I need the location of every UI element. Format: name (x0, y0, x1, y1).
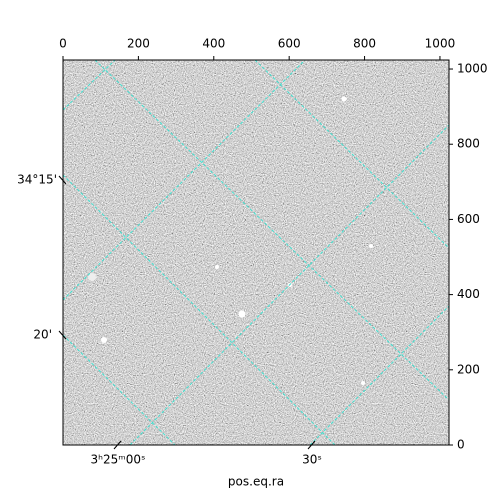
image (63, 60, 449, 445)
y-tick-label: 1000 (457, 62, 488, 76)
left-label: 20' (33, 328, 52, 342)
y-tick-label: 400 (457, 287, 480, 301)
x-tick-label: 600 (278, 37, 301, 51)
y-tick-label: 0 (457, 438, 465, 452)
left-label: 34°15' (17, 173, 57, 187)
x-axis-label: pos.eq.ra (228, 475, 284, 489)
x-tick-label: 800 (353, 37, 376, 51)
y-tick-label: 600 (457, 212, 480, 226)
y-tick-label: 200 (457, 362, 480, 376)
wcs-ticks (58, 175, 316, 450)
x-tick-label: 0 (59, 37, 67, 51)
y-tick-label: 800 (457, 137, 480, 151)
x-tick-label: 200 (127, 37, 150, 51)
x-tick-label: 1000 (425, 37, 456, 51)
bottom-label: 3ʰ25ᵐ00ˢ (91, 453, 146, 467)
bottom-label: 30ˢ (302, 453, 322, 467)
x-tick-label: 400 (202, 37, 225, 51)
frame (62, 59, 450, 446)
